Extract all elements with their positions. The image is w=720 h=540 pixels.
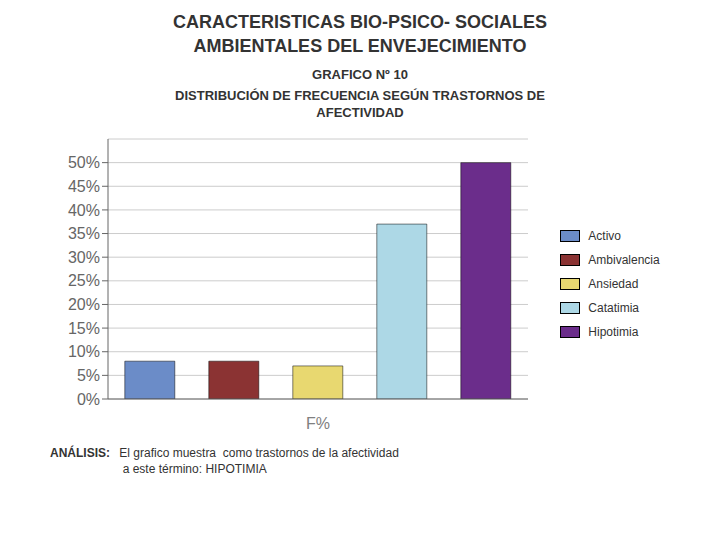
html-text:Hipotimia: Hipotimia [588, 325, 639, 339]
svg-text:5%: 5% [77, 367, 100, 384]
html-text:Ambivalencia: Ambivalencia [588, 253, 660, 267]
svg-text:20%: 20% [68, 296, 100, 313]
html-text:El grafico muestra como trasto: El grafico muestra como trastornos de la… [116, 446, 399, 476]
svg-text:15%: 15% [68, 320, 100, 337]
html-text:AFECTIVIDAD: AFECTIVIDAD [316, 105, 404, 120]
svg-text:50%: 50% [68, 154, 100, 171]
svg-text:10%: 10% [68, 343, 100, 360]
html-text:Ansiedad: Ansiedad [588, 277, 639, 291]
html-text:Catatimia: Catatimia [588, 301, 639, 315]
svg-text:0%: 0% [77, 391, 100, 408]
svg-text:45%: 45% [68, 178, 100, 195]
svg-text:35%: 35% [68, 225, 100, 242]
html-text:DISTRIBUCIÓN DE FRECUENCIA SEG: DISTRIBUCIÓN DE FRECUENCIA SEGÚN TRASTOR… [175, 88, 545, 103]
html-text:AMBIENTALES DEL ENVEJECIMIENTO: AMBIENTALES DEL ENVEJECIMIENTO [193, 36, 527, 56]
html-text:Activo: Activo [588, 229, 621, 243]
html-text:CARACTERISTICAS BIO-PSICO- SOC: CARACTERISTICAS BIO-PSICO- SOCIALES [173, 12, 547, 32]
html-text:GRAFICO Nº 10: GRAFICO Nº 10 [312, 67, 408, 82]
svg-text:30%: 30% [68, 249, 100, 266]
svg-text:40%: 40% [68, 202, 100, 219]
html-text:ANÁLISIS:: ANÁLISIS: [50, 446, 110, 460]
svg-text:F%: F% [306, 415, 330, 432]
svg-text:25%: 25% [68, 272, 100, 289]
